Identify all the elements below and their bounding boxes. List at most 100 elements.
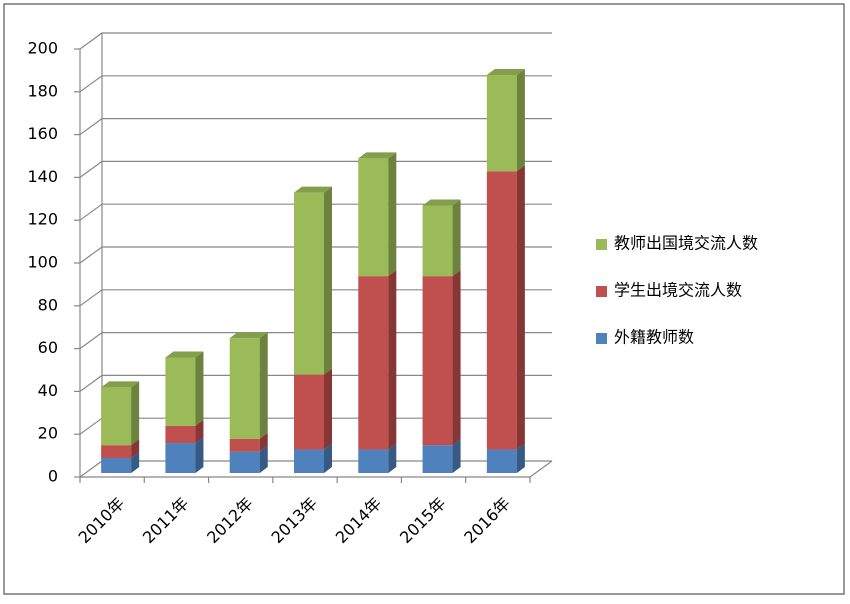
bar-side-shade bbox=[516, 443, 525, 473]
bar-segment bbox=[486, 74, 517, 172]
bar-segment bbox=[422, 205, 453, 277]
bar-side-shade bbox=[324, 443, 332, 473]
bar-segment bbox=[294, 374, 324, 450]
bar-side-shade bbox=[516, 165, 525, 450]
bar-segment bbox=[358, 449, 389, 473]
bar-segment bbox=[422, 445, 453, 473]
y-tick-label: 0 bbox=[48, 467, 58, 486]
bar-segment bbox=[229, 338, 260, 439]
bar-top bbox=[422, 199, 461, 206]
y-tick-label: 60 bbox=[38, 338, 58, 357]
bar-side bbox=[452, 199, 461, 277]
bar-side bbox=[388, 152, 397, 277]
bar-top bbox=[486, 68, 525, 75]
bar-top bbox=[165, 351, 204, 358]
y-tick-label: 180 bbox=[27, 81, 58, 100]
bar-top-shade bbox=[165, 351, 204, 358]
y-tick-label: 20 bbox=[38, 424, 58, 443]
grid-line bbox=[79, 160, 552, 178]
legend-swatch bbox=[596, 239, 607, 250]
grid-line bbox=[79, 332, 552, 350]
bar-segment bbox=[101, 458, 132, 473]
bar-segment bbox=[101, 387, 132, 446]
bar-side-shade bbox=[388, 152, 397, 277]
legend-swatch bbox=[596, 333, 607, 344]
grid-line bbox=[79, 246, 552, 264]
bar-side bbox=[259, 432, 268, 452]
bar-top bbox=[101, 381, 140, 388]
bar-top bbox=[294, 186, 332, 193]
bar-segment bbox=[229, 451, 260, 473]
bar-top-shade bbox=[101, 381, 140, 388]
bar-top-shade bbox=[294, 186, 332, 193]
bar-segment bbox=[165, 357, 196, 426]
bar-top bbox=[229, 332, 268, 339]
bar-side bbox=[516, 68, 525, 172]
legend-label: 教师出国境交流人数 bbox=[614, 234, 758, 253]
grid-line bbox=[79, 203, 552, 221]
bar-side bbox=[388, 443, 397, 473]
y-tick-label: 80 bbox=[38, 295, 58, 314]
bar-segment bbox=[165, 425, 196, 444]
legend-label: 学生出境交流人数 bbox=[614, 281, 742, 300]
bar-side-shade bbox=[259, 445, 268, 473]
bar-side bbox=[195, 351, 204, 426]
bar-side bbox=[195, 419, 204, 444]
bar-top-shade bbox=[422, 199, 461, 206]
bar-side-shade bbox=[195, 437, 204, 473]
y-tick-label: 100 bbox=[27, 253, 58, 272]
bar-top-shade bbox=[229, 332, 268, 339]
y-tick-label: 200 bbox=[27, 39, 58, 58]
bar-side-shade bbox=[452, 270, 461, 446]
bar-side bbox=[452, 270, 461, 446]
bar-side bbox=[131, 452, 140, 473]
y-tick-label: 120 bbox=[27, 210, 58, 229]
grid-line bbox=[79, 117, 552, 136]
bar-top bbox=[358, 152, 397, 159]
bar-side-shade bbox=[131, 439, 140, 459]
bar-segment bbox=[358, 276, 389, 450]
grid-line bbox=[79, 32, 552, 50]
bar-side-shade bbox=[195, 351, 204, 426]
bar-side-shade bbox=[324, 368, 332, 450]
grid-line bbox=[79, 75, 552, 93]
bar-segment bbox=[101, 445, 132, 459]
bar-side-shade bbox=[324, 186, 332, 375]
y-tick-label: 140 bbox=[27, 167, 58, 186]
legend-swatch bbox=[596, 286, 607, 297]
bar-segment bbox=[165, 443, 196, 473]
bar-side bbox=[259, 445, 268, 473]
bar-segment bbox=[422, 276, 453, 446]
bar-side-shade bbox=[259, 332, 268, 439]
bar-side bbox=[324, 443, 332, 473]
bar-segment bbox=[229, 438, 260, 452]
bar-side-shade bbox=[131, 381, 140, 446]
bar-segment bbox=[294, 449, 324, 473]
grid-line bbox=[79, 374, 552, 392]
bar-side bbox=[324, 368, 332, 450]
bar-side bbox=[516, 443, 525, 473]
bar-side bbox=[324, 186, 332, 375]
bar-segment bbox=[486, 171, 517, 450]
grid-line bbox=[79, 289, 552, 307]
bar-side-shade bbox=[195, 419, 204, 444]
bar-side-shade bbox=[388, 270, 397, 450]
bar-segment bbox=[294, 192, 324, 375]
bar-segment bbox=[358, 158, 389, 277]
bar-side bbox=[259, 332, 268, 439]
bar-segment bbox=[486, 449, 517, 473]
bar-side bbox=[452, 439, 461, 473]
bar-side-shade bbox=[516, 68, 525, 172]
bar-top-shade bbox=[358, 152, 397, 159]
bar-side-shade bbox=[388, 443, 397, 473]
bar-side bbox=[388, 270, 397, 450]
bar-side-shade bbox=[259, 432, 268, 452]
y-tick-label: 160 bbox=[27, 124, 58, 143]
legend-label: 外籍教师数 bbox=[614, 328, 694, 347]
bar-side bbox=[516, 165, 525, 450]
bar-side bbox=[131, 381, 140, 446]
bar-side-shade bbox=[452, 199, 461, 277]
bar-side-shade bbox=[131, 452, 140, 473]
bar-side bbox=[195, 437, 204, 473]
